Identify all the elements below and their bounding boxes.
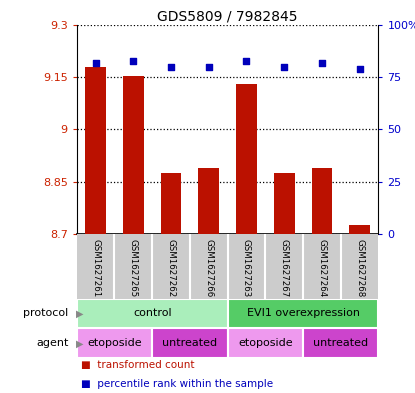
- Bar: [152, 328, 228, 358]
- Point: [130, 57, 137, 64]
- Text: ■  transformed count: ■ transformed count: [81, 360, 194, 370]
- Text: etoposide: etoposide: [238, 338, 293, 348]
- Bar: [123, 75, 144, 234]
- Text: GSM1627262: GSM1627262: [166, 239, 176, 297]
- Bar: [312, 168, 332, 234]
- Point: [92, 60, 99, 66]
- Bar: [274, 173, 295, 234]
- Point: [168, 64, 174, 70]
- Bar: [303, 328, 378, 358]
- Bar: [228, 328, 303, 358]
- Point: [281, 64, 288, 70]
- Text: agent: agent: [36, 338, 68, 348]
- Text: protocol: protocol: [23, 309, 68, 318]
- Bar: [236, 84, 257, 234]
- Bar: [228, 299, 378, 328]
- Point: [205, 64, 212, 70]
- Text: untreated: untreated: [313, 338, 369, 348]
- Text: ▶: ▶: [76, 309, 83, 318]
- Bar: [161, 173, 181, 234]
- Text: GSM1627268: GSM1627268: [355, 239, 364, 297]
- Bar: [198, 168, 219, 234]
- Text: ■  percentile rank within the sample: ■ percentile rank within the sample: [81, 379, 273, 389]
- Text: EVI1 overexpression: EVI1 overexpression: [247, 309, 359, 318]
- Bar: [85, 67, 106, 234]
- Text: etoposide: etoposide: [87, 338, 142, 348]
- Bar: [77, 328, 152, 358]
- Text: control: control: [133, 309, 171, 318]
- Text: GDS5809 / 7982845: GDS5809 / 7982845: [157, 10, 298, 24]
- Text: untreated: untreated: [162, 338, 217, 348]
- Text: GSM1627266: GSM1627266: [204, 239, 213, 297]
- Text: GSM1627263: GSM1627263: [242, 239, 251, 297]
- Text: GSM1627267: GSM1627267: [280, 239, 289, 297]
- Text: GSM1627261: GSM1627261: [91, 239, 100, 297]
- Point: [319, 60, 325, 66]
- Point: [243, 57, 250, 64]
- Bar: [77, 299, 228, 328]
- Bar: [349, 225, 370, 234]
- Text: GSM1627264: GSM1627264: [317, 239, 327, 297]
- Text: ▶: ▶: [76, 338, 83, 348]
- Text: GSM1627265: GSM1627265: [129, 239, 138, 297]
- Point: [356, 66, 363, 72]
